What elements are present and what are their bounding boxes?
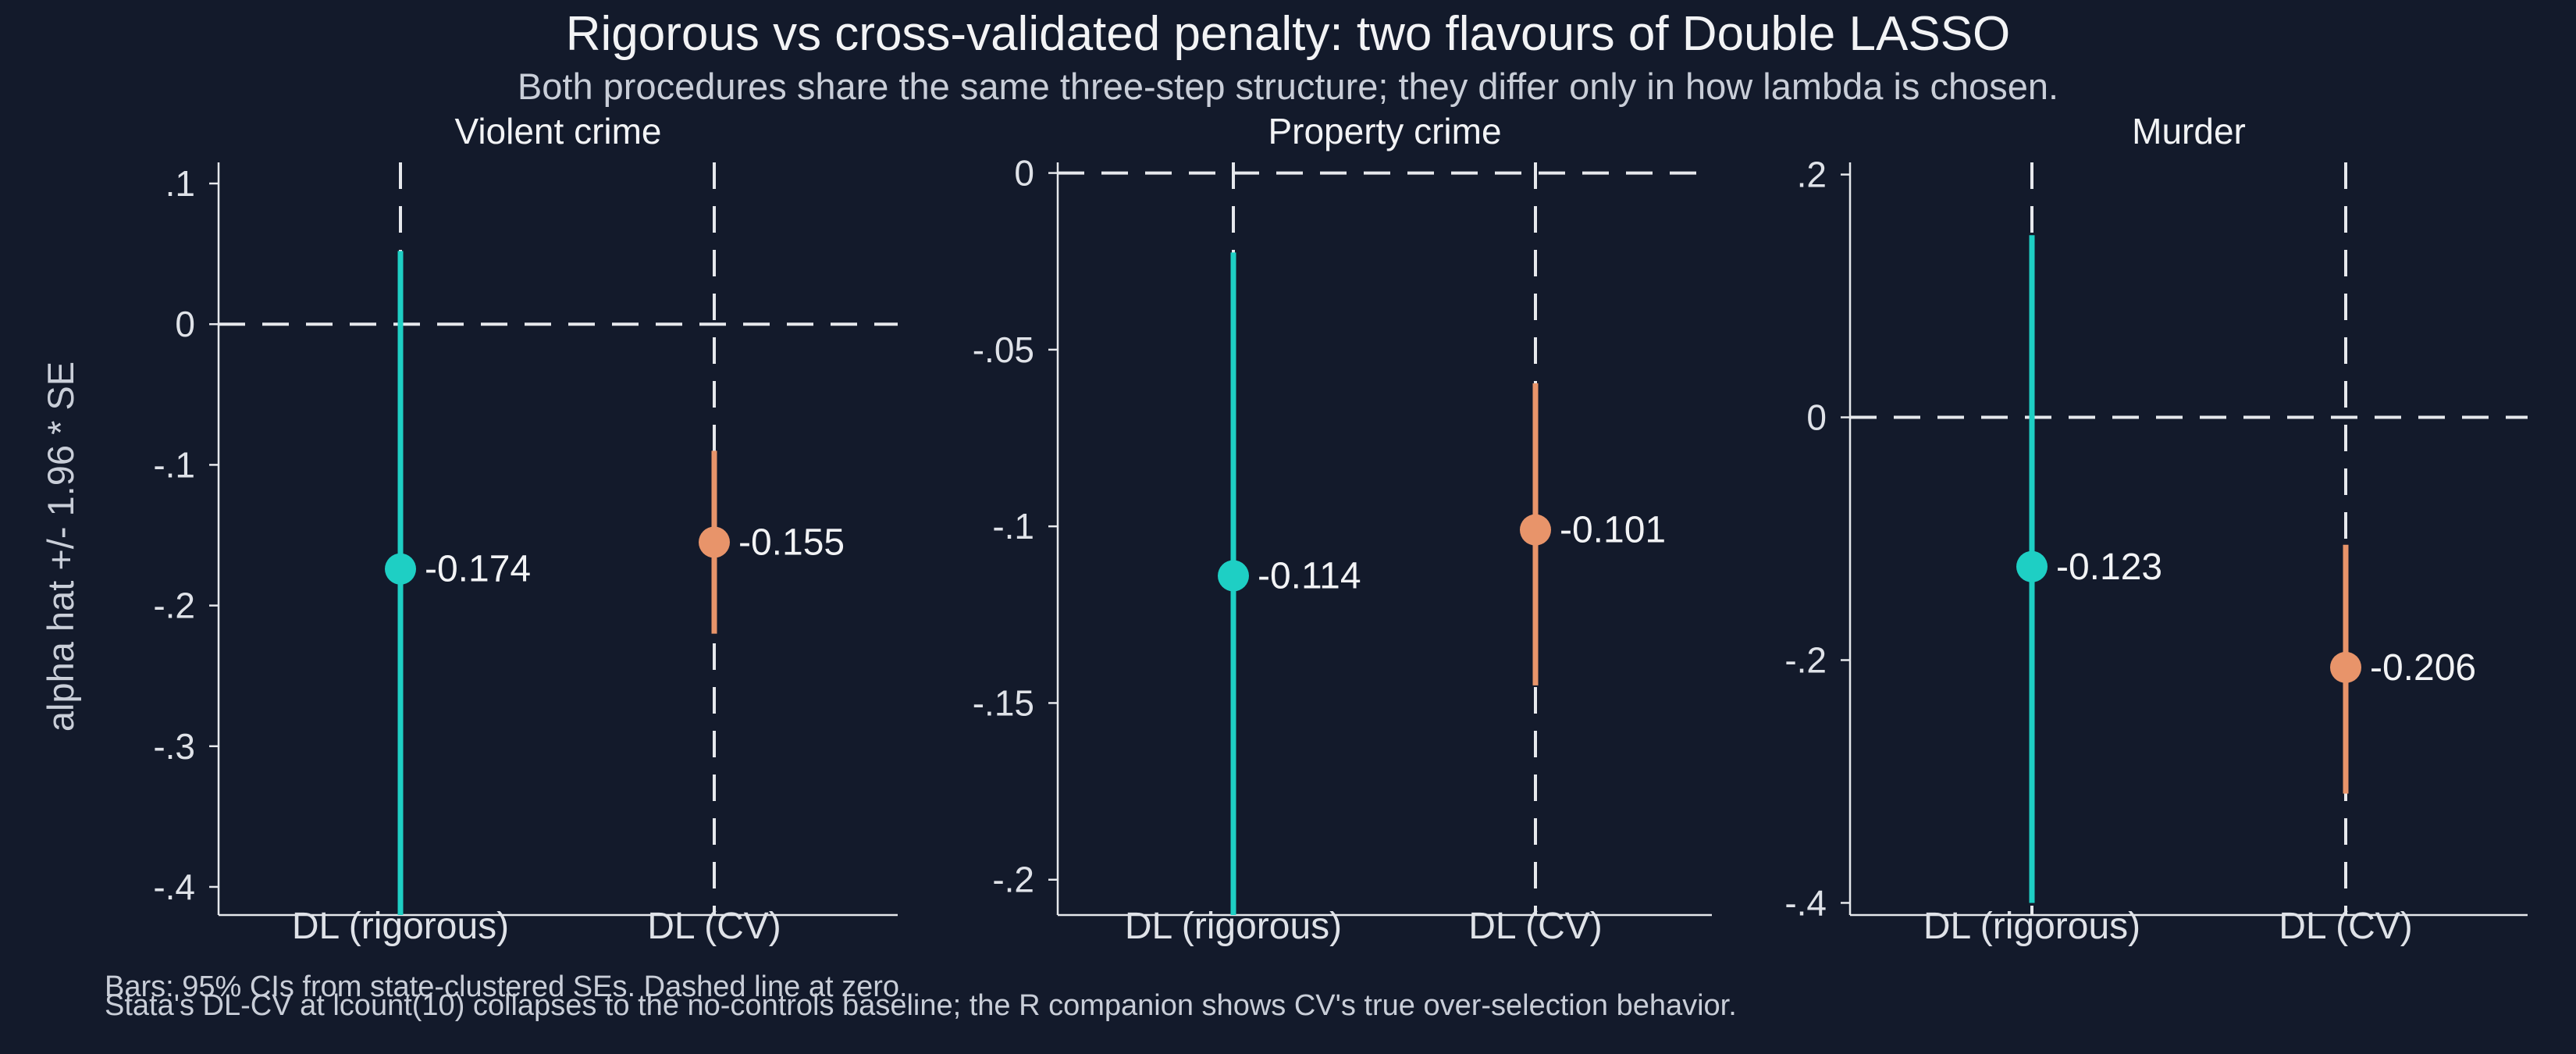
y-tick-label: -.2 bbox=[153, 586, 195, 626]
y-tick-label: -.1 bbox=[153, 444, 195, 485]
data-label-rigorous: -0.123 bbox=[2056, 547, 2162, 588]
data-label-cv: -0.101 bbox=[1560, 510, 1666, 551]
y-tick-label: 0 bbox=[1014, 153, 1034, 194]
panel-title: Property crime bbox=[1268, 111, 1501, 151]
y-tick-label: -.4 bbox=[1784, 882, 1827, 923]
panel-2: Property crime 0 -.05 -.1 -.15 -.2 -0.114 DL (r… bbox=[973, 111, 1712, 947]
x-tick-label: DL (rigorous) bbox=[1923, 906, 2140, 947]
panel-title: Murder bbox=[2132, 111, 2246, 151]
point-cv bbox=[1520, 514, 1551, 546]
panel-title: Violent crime bbox=[454, 111, 661, 151]
point-rigorous bbox=[2016, 550, 2048, 582]
point-cv bbox=[699, 526, 730, 558]
chart-subtitle: Both procedures share the same three-ste… bbox=[518, 66, 2058, 107]
x-tick-label: DL (CV) bbox=[1468, 906, 1603, 947]
x-tick-label: DL (rigorous) bbox=[1125, 906, 1342, 947]
y-tick-label: -.4 bbox=[153, 867, 195, 907]
panels-group: Violent crime .1 0 -.1 -.2 -.3 -.4 -0.174 DL (ri… bbox=[153, 111, 2528, 947]
data-label-cv: -0.206 bbox=[2370, 647, 2476, 689]
y-tick-label: 0 bbox=[175, 304, 195, 344]
x-tick-label: DL (CV) bbox=[2279, 906, 2413, 947]
data-label-rigorous: -0.174 bbox=[425, 549, 531, 590]
data-label-cv: -0.155 bbox=[738, 522, 845, 564]
y-tick-label: .2 bbox=[1797, 155, 1827, 195]
y-tick-label: -.15 bbox=[973, 682, 1034, 723]
y-tick-label: 0 bbox=[1806, 397, 1827, 438]
y-tick-label: -.3 bbox=[153, 726, 195, 767]
y-tick-label: -.2 bbox=[992, 860, 1034, 900]
y-axis-label: alpha hat +/- 1.96 * SE bbox=[40, 361, 81, 732]
y-tick-label: .1 bbox=[165, 163, 195, 204]
data-label-rigorous: -0.114 bbox=[1258, 556, 1361, 597]
point-cv bbox=[2330, 651, 2361, 683]
point-rigorous bbox=[385, 553, 416, 585]
x-tick-label: DL (CV) bbox=[647, 906, 781, 947]
x-tick-label: DL (rigorous) bbox=[292, 906, 509, 947]
panel-3: Murder .2 0 -.2 -.4 -0.123 DL (rigorous) -0.206… bbox=[1784, 111, 2528, 947]
y-tick-label: -.2 bbox=[1784, 639, 1827, 680]
y-tick-label: -.1 bbox=[992, 506, 1034, 547]
y-tick-label: -.05 bbox=[973, 329, 1034, 370]
footnote-line-1: Bars: 95% CIs from state-clustered SEs. … bbox=[105, 970, 908, 1003]
panel-1: Violent crime .1 0 -.1 -.2 -.3 -.4 -0.174 DL (ri… bbox=[153, 111, 898, 947]
footnote-line-2: Stata's DL-CV at lcount(10) collapses to… bbox=[105, 989, 1737, 1022]
point-rigorous bbox=[1218, 560, 1249, 592]
chart-title: Rigorous vs cross-validated penalty: two… bbox=[566, 7, 2011, 61]
